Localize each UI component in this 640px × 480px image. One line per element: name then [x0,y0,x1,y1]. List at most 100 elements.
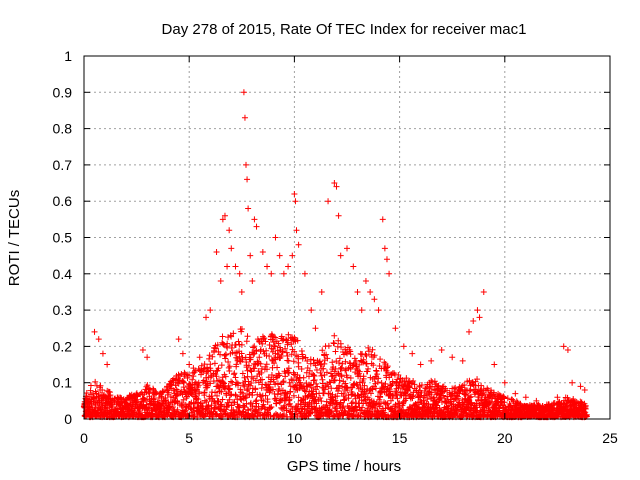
data-point [283,407,290,414]
data-point [211,404,218,411]
data-point [344,387,351,394]
data-point [169,403,176,410]
data-point [342,380,349,387]
data-point [275,340,282,347]
data-point [166,405,173,412]
data-point [257,360,264,367]
data-point [97,406,104,413]
data-point [284,339,291,346]
data-point [245,362,252,369]
data-point [260,401,267,408]
data-point [214,392,221,399]
data-point [339,360,346,367]
data-point [174,406,181,413]
data-point [291,348,298,355]
data-point [247,382,254,389]
data-point [259,333,266,340]
data-point [248,368,255,375]
data-point [314,383,321,390]
data-point [317,413,324,420]
data-point [280,412,287,419]
data-point [342,349,349,356]
data-point [329,391,336,398]
data-point [250,344,257,351]
data-point [96,405,103,412]
data-point [317,369,324,376]
data-point [274,391,281,398]
data-point [332,348,339,355]
data-point [213,373,220,380]
data-point [226,363,233,370]
data-point [325,342,332,349]
data-point [203,399,210,406]
data-point [144,382,151,389]
x-axis-label: GPS time / hours [287,458,401,475]
data-point [173,393,180,400]
data-point [367,390,374,397]
data-point [331,368,338,375]
data-point [363,352,370,359]
grid-lines [84,56,610,419]
data-point [421,392,428,399]
data-point [188,390,195,397]
data-point [318,372,325,379]
data-point [343,350,350,357]
data-point [239,390,246,397]
data-point [338,365,345,372]
data-point [373,368,380,375]
data-point [220,341,227,348]
data-point [224,340,231,347]
data-point [268,404,275,411]
data-point [306,367,313,374]
data-point [381,383,388,390]
data-point [226,386,233,393]
data-point [289,377,296,384]
data-point [207,367,214,374]
data-point [274,380,281,387]
data-point [243,394,250,401]
data-point [264,398,271,405]
data-point [276,386,283,393]
data-point [175,371,182,378]
data-point [262,338,269,345]
data-point [209,353,216,360]
data-point [266,353,273,360]
data-point [338,364,345,371]
y-tick-label: 0.3 [53,302,73,318]
data-point [236,357,243,364]
data-point [201,361,208,368]
data-point [360,373,367,380]
data-point [298,365,305,372]
data-point [165,386,172,393]
data-point [245,386,252,393]
data-point [256,354,263,361]
data-point [219,396,226,403]
data-point [285,369,292,376]
data-point [249,402,256,409]
data-point [276,372,283,379]
data-point [323,351,330,358]
data-point [338,372,345,379]
data-point [241,404,248,411]
data-point [207,380,214,387]
data-point [242,393,249,400]
data-point [170,387,177,394]
data-point [257,346,264,353]
data-point [410,377,417,384]
y-tick-label: 0.4 [53,266,73,282]
data-point [384,364,391,371]
data-point [382,380,389,387]
data-point [191,369,198,376]
data-point [190,373,197,380]
data-point [341,407,348,414]
data-point [428,389,435,396]
data-point [380,384,387,391]
data-point [313,366,320,373]
data-point [244,387,251,394]
data-point [453,407,460,414]
y-tick-label: 0.9 [53,84,73,100]
data-point [267,412,274,419]
data-point [196,390,203,397]
data-point [339,404,346,411]
data-point [317,395,324,402]
